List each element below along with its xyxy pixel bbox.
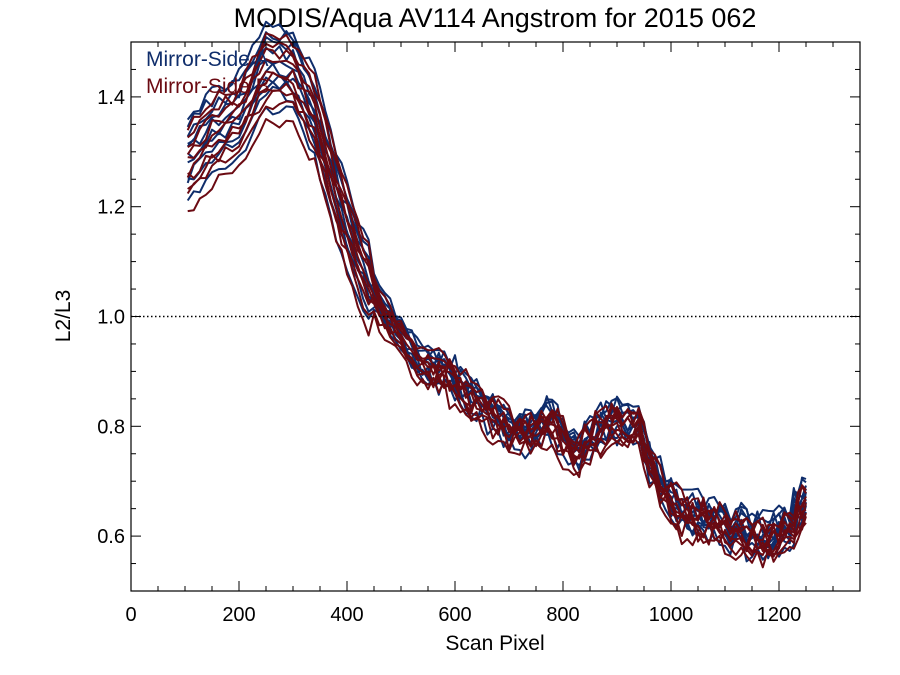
series-lines xyxy=(186,20,807,569)
series-line xyxy=(187,118,807,569)
series-line xyxy=(187,100,807,564)
y-tick-label: 0.6 xyxy=(97,526,125,548)
x-tick-label: 1000 xyxy=(649,604,694,626)
x-tick-label: 600 xyxy=(438,604,471,626)
series-line xyxy=(186,20,807,531)
series-line xyxy=(186,105,807,563)
axis-tick-labels: 0 200 400 600 800 1000 1200 0.6 0.8 1.0 1.2 1.4 xyxy=(97,87,801,626)
series-line xyxy=(186,89,807,558)
x-axis-label: Scan Pixel xyxy=(445,632,544,655)
chart-title: MODIS/Aqua AV114 Angstrom for 2015 062 xyxy=(234,3,757,33)
series-line xyxy=(187,45,807,543)
y-tick-label: 1.4 xyxy=(97,87,125,109)
y-tick-label: 1.2 xyxy=(97,197,125,219)
series-line xyxy=(187,82,807,558)
x-tick-label: 400 xyxy=(330,604,363,626)
series-line xyxy=(186,80,807,560)
axis-ticks xyxy=(130,41,861,592)
series-line xyxy=(186,32,807,533)
series-line xyxy=(187,47,807,545)
x-tick-label: 200 xyxy=(222,604,255,626)
series-line xyxy=(187,41,807,542)
series-line xyxy=(186,58,807,547)
series-line xyxy=(187,69,807,550)
x-tick-label: 0 xyxy=(125,604,136,626)
series-line xyxy=(186,30,807,534)
legend: Mirror-Side A Mirror-Side B xyxy=(146,48,270,98)
y-tick-label: 0.8 xyxy=(97,416,125,438)
x-tick-label: 1200 xyxy=(757,604,802,626)
series-line xyxy=(187,85,807,551)
series-line xyxy=(186,71,806,554)
series-line xyxy=(187,62,807,547)
legend-entry: Mirror-Side A xyxy=(146,48,269,71)
y-tick-label: 1.0 xyxy=(97,307,125,329)
x-tick-label: 800 xyxy=(546,604,579,626)
series-line xyxy=(187,74,807,547)
y-axis-label: L2/L3 xyxy=(52,290,75,343)
legend-entry: Mirror-Side B xyxy=(146,75,270,98)
series-line xyxy=(186,58,807,540)
